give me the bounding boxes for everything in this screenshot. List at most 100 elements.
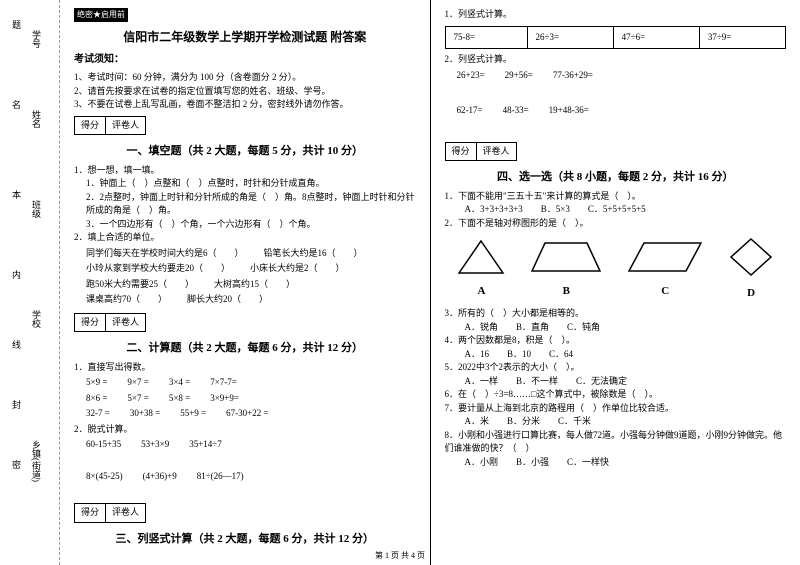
options: A．3+3+3+3+3 B．5×3 C．5+5+5+5+5 <box>445 203 787 217</box>
calc-item: 19+48-36= <box>549 104 589 118</box>
margin-dash: 密 <box>10 460 23 469</box>
question: 2．脱式计算。 <box>74 423 416 437</box>
calc-item: 5×7 = <box>127 392 148 406</box>
calc-item: 3×4 = <box>169 376 190 390</box>
question-item: 3．一个四边形有（ ）个角，一个六边形有（ ）个角。 <box>86 218 416 232</box>
calc-item: 29+56= <box>505 69 533 83</box>
shape-label: C <box>626 283 704 300</box>
score-cell: 评卷人 <box>106 504 145 522</box>
fill-item: 同学们每天在学校时间大约是6（ ） <box>86 247 244 261</box>
question: 2．填上合适的单位。 <box>74 231 416 245</box>
score-cell: 评卷人 <box>106 117 145 135</box>
calc-item: 8×6 = <box>86 392 107 406</box>
calc-item: 5×8 = <box>169 392 190 406</box>
question: 8．小刚和小强进行口算比赛，每人做72道。小强每分钟做9道题，小刚9分钟做完。他… <box>445 429 787 456</box>
calc-item: 3×9+9= <box>210 392 239 406</box>
calc-item: 30+38 = <box>130 407 160 421</box>
question: 3．所有的（ ）大小都是相等的。 <box>445 307 787 321</box>
calc-item: 53+3×9 <box>141 438 169 452</box>
notice-item: 2、请首先按要求在试卷的指定位置填写您的姓名、班级、学号。 <box>74 85 416 99</box>
section-title-3: 三、列竖式计算（共 2 大题，每题 6 分，共计 12 分） <box>74 531 416 548</box>
parallelogram-icon <box>626 238 704 276</box>
question: 1．直接写出得数。 <box>74 361 416 375</box>
options: A．小刚 B．小强 C．一样快 <box>445 456 787 470</box>
margin-dash: 线 <box>10 340 23 349</box>
margin-label: 学校 <box>30 310 43 328</box>
fill-item: 小床长大约是2（ ） <box>250 262 345 276</box>
section-title-2: 二、计算题（共 2 大题，每题 6 分，共计 12 分） <box>74 340 416 357</box>
margin-dash: 题 <box>10 20 23 29</box>
calc-item: 77-36+29= <box>553 69 593 83</box>
score-box: 得分 评卷人 <box>74 116 146 136</box>
score-cell: 得分 <box>75 504 106 522</box>
margin-label: 乡镇(街道) <box>30 440 43 482</box>
shape-label: D <box>728 285 774 302</box>
margin-label: 姓名 <box>30 110 43 128</box>
fill-item: 大树高约15（ ） <box>214 278 295 292</box>
margin-dash: 名 <box>10 100 23 109</box>
question: 4．两个因数都是8，积是（ ）。 <box>445 334 787 348</box>
fill-item: 小玲从家到学校大约要走20（ ） <box>86 262 230 276</box>
calc-item: 48-33= <box>503 104 529 118</box>
notice-item: 1、考试时间：60 分钟，满分为 100 分（含卷面分 2 分）。 <box>74 71 416 85</box>
calc-item: (4+36)+9 <box>143 470 177 484</box>
fill-item: 课桌高约70（ ） <box>86 293 167 307</box>
calc-item: 7×7-7= <box>210 376 237 390</box>
question: 1．下面不能用"三五十五"来计算的算式是（ ）。 <box>445 190 787 204</box>
question: 6．在（ ）÷3=8……□这个算式中，被除数是（ ）。 <box>445 388 787 402</box>
question: 7．要计量从上海到北京的路程用（ ）作单位比较合适。 <box>445 402 787 416</box>
margin-dash: 封 <box>10 400 23 409</box>
calc-item: 26+23= <box>457 69 485 83</box>
calc-item: 81÷(26—17) <box>197 470 244 484</box>
calc-item: 67-30+22 = <box>226 407 268 421</box>
table-cell: 47÷6= <box>613 26 699 49</box>
question: 1．列竖式计算。 <box>445 8 787 22</box>
score-box: 得分 评卷人 <box>74 503 146 523</box>
question: 1．想一想，填一填。 <box>74 164 416 178</box>
table-cell: 37÷9= <box>699 26 785 49</box>
section-title-1: 一、填空题（共 2 大题，每题 5 分，共计 10 分） <box>74 143 416 160</box>
trapezoid-icon <box>530 238 602 276</box>
question-item: 1．钟面上（ ）点整和（ ）点整时，时针和分针成直角。 <box>86 177 416 191</box>
margin-label: 学号 <box>30 30 43 48</box>
calc-item: 9×7 = <box>127 376 148 390</box>
calc-item: 62-17= <box>457 104 483 118</box>
section-title-4: 四、选一选（共 8 小题，每题 2 分，共计 16 分） <box>445 169 787 186</box>
options: A．米 B．分米 C．千米 <box>445 415 787 429</box>
question: 5．2022中3个2表示的大小（ ）。 <box>445 361 787 375</box>
margin-label: 班级 <box>30 200 43 218</box>
secret-label: 绝密★启用前 <box>74 8 128 22</box>
calc-item: 35+14÷7 <box>189 438 222 452</box>
calc-item: 60-15+35 <box>86 438 121 452</box>
fill-item: 脚长大约20（ ） <box>187 293 268 307</box>
score-box: 得分 评卷人 <box>74 313 146 333</box>
options: A．锐角 B．直角 C．钝角 <box>445 321 787 335</box>
options: A．16 B．10 C．64 <box>445 348 787 362</box>
score-cell: 得分 <box>446 143 477 161</box>
margin-dash: 本 <box>10 190 23 199</box>
notice-item: 3、不要在试卷上乱写乱画，卷面不整洁扣 2 分，密封线外请勿作答。 <box>74 98 416 112</box>
shape-label: A <box>456 283 506 300</box>
page-title: 信阳市二年级数学上学期开学检测试题 附答案 <box>74 28 416 46</box>
page-footer: 第 1 页 共 4 页 <box>0 550 800 561</box>
question: 2．列竖式计算。 <box>445 53 787 67</box>
question: 2．下面不是轴对称图形的是（ ）。 <box>445 217 787 231</box>
fill-item: 铅笔长大约是16（ ） <box>264 247 363 261</box>
score-box: 得分 评卷人 <box>445 142 517 162</box>
fill-item: 跑50米大约需要25（ ） <box>86 278 194 292</box>
score-cell: 得分 <box>75 314 106 332</box>
shape-label: B <box>530 283 602 300</box>
margin-dash: 内 <box>10 270 23 279</box>
calc-item: 8×(45-25) <box>86 470 123 484</box>
table-cell: 75-8= <box>445 26 527 49</box>
triangle-icon <box>456 238 506 276</box>
calc-table: 75-8= 26÷3= 47÷6= 37÷9= <box>445 26 787 50</box>
notice-title: 考试须知： <box>74 52 416 67</box>
score-cell: 评卷人 <box>106 314 145 332</box>
options: A．一样 B．不一样 C．无法确定 <box>445 375 787 389</box>
question-item: 2．2点整时，钟面上时针和分针所成的角是（ ）角。8点整时，钟面上时针和分针所成… <box>86 191 416 218</box>
score-cell: 得分 <box>75 117 106 135</box>
diamond-icon <box>728 236 774 278</box>
calc-item: 5×9 = <box>86 376 107 390</box>
table-cell: 26÷3= <box>527 26 613 49</box>
